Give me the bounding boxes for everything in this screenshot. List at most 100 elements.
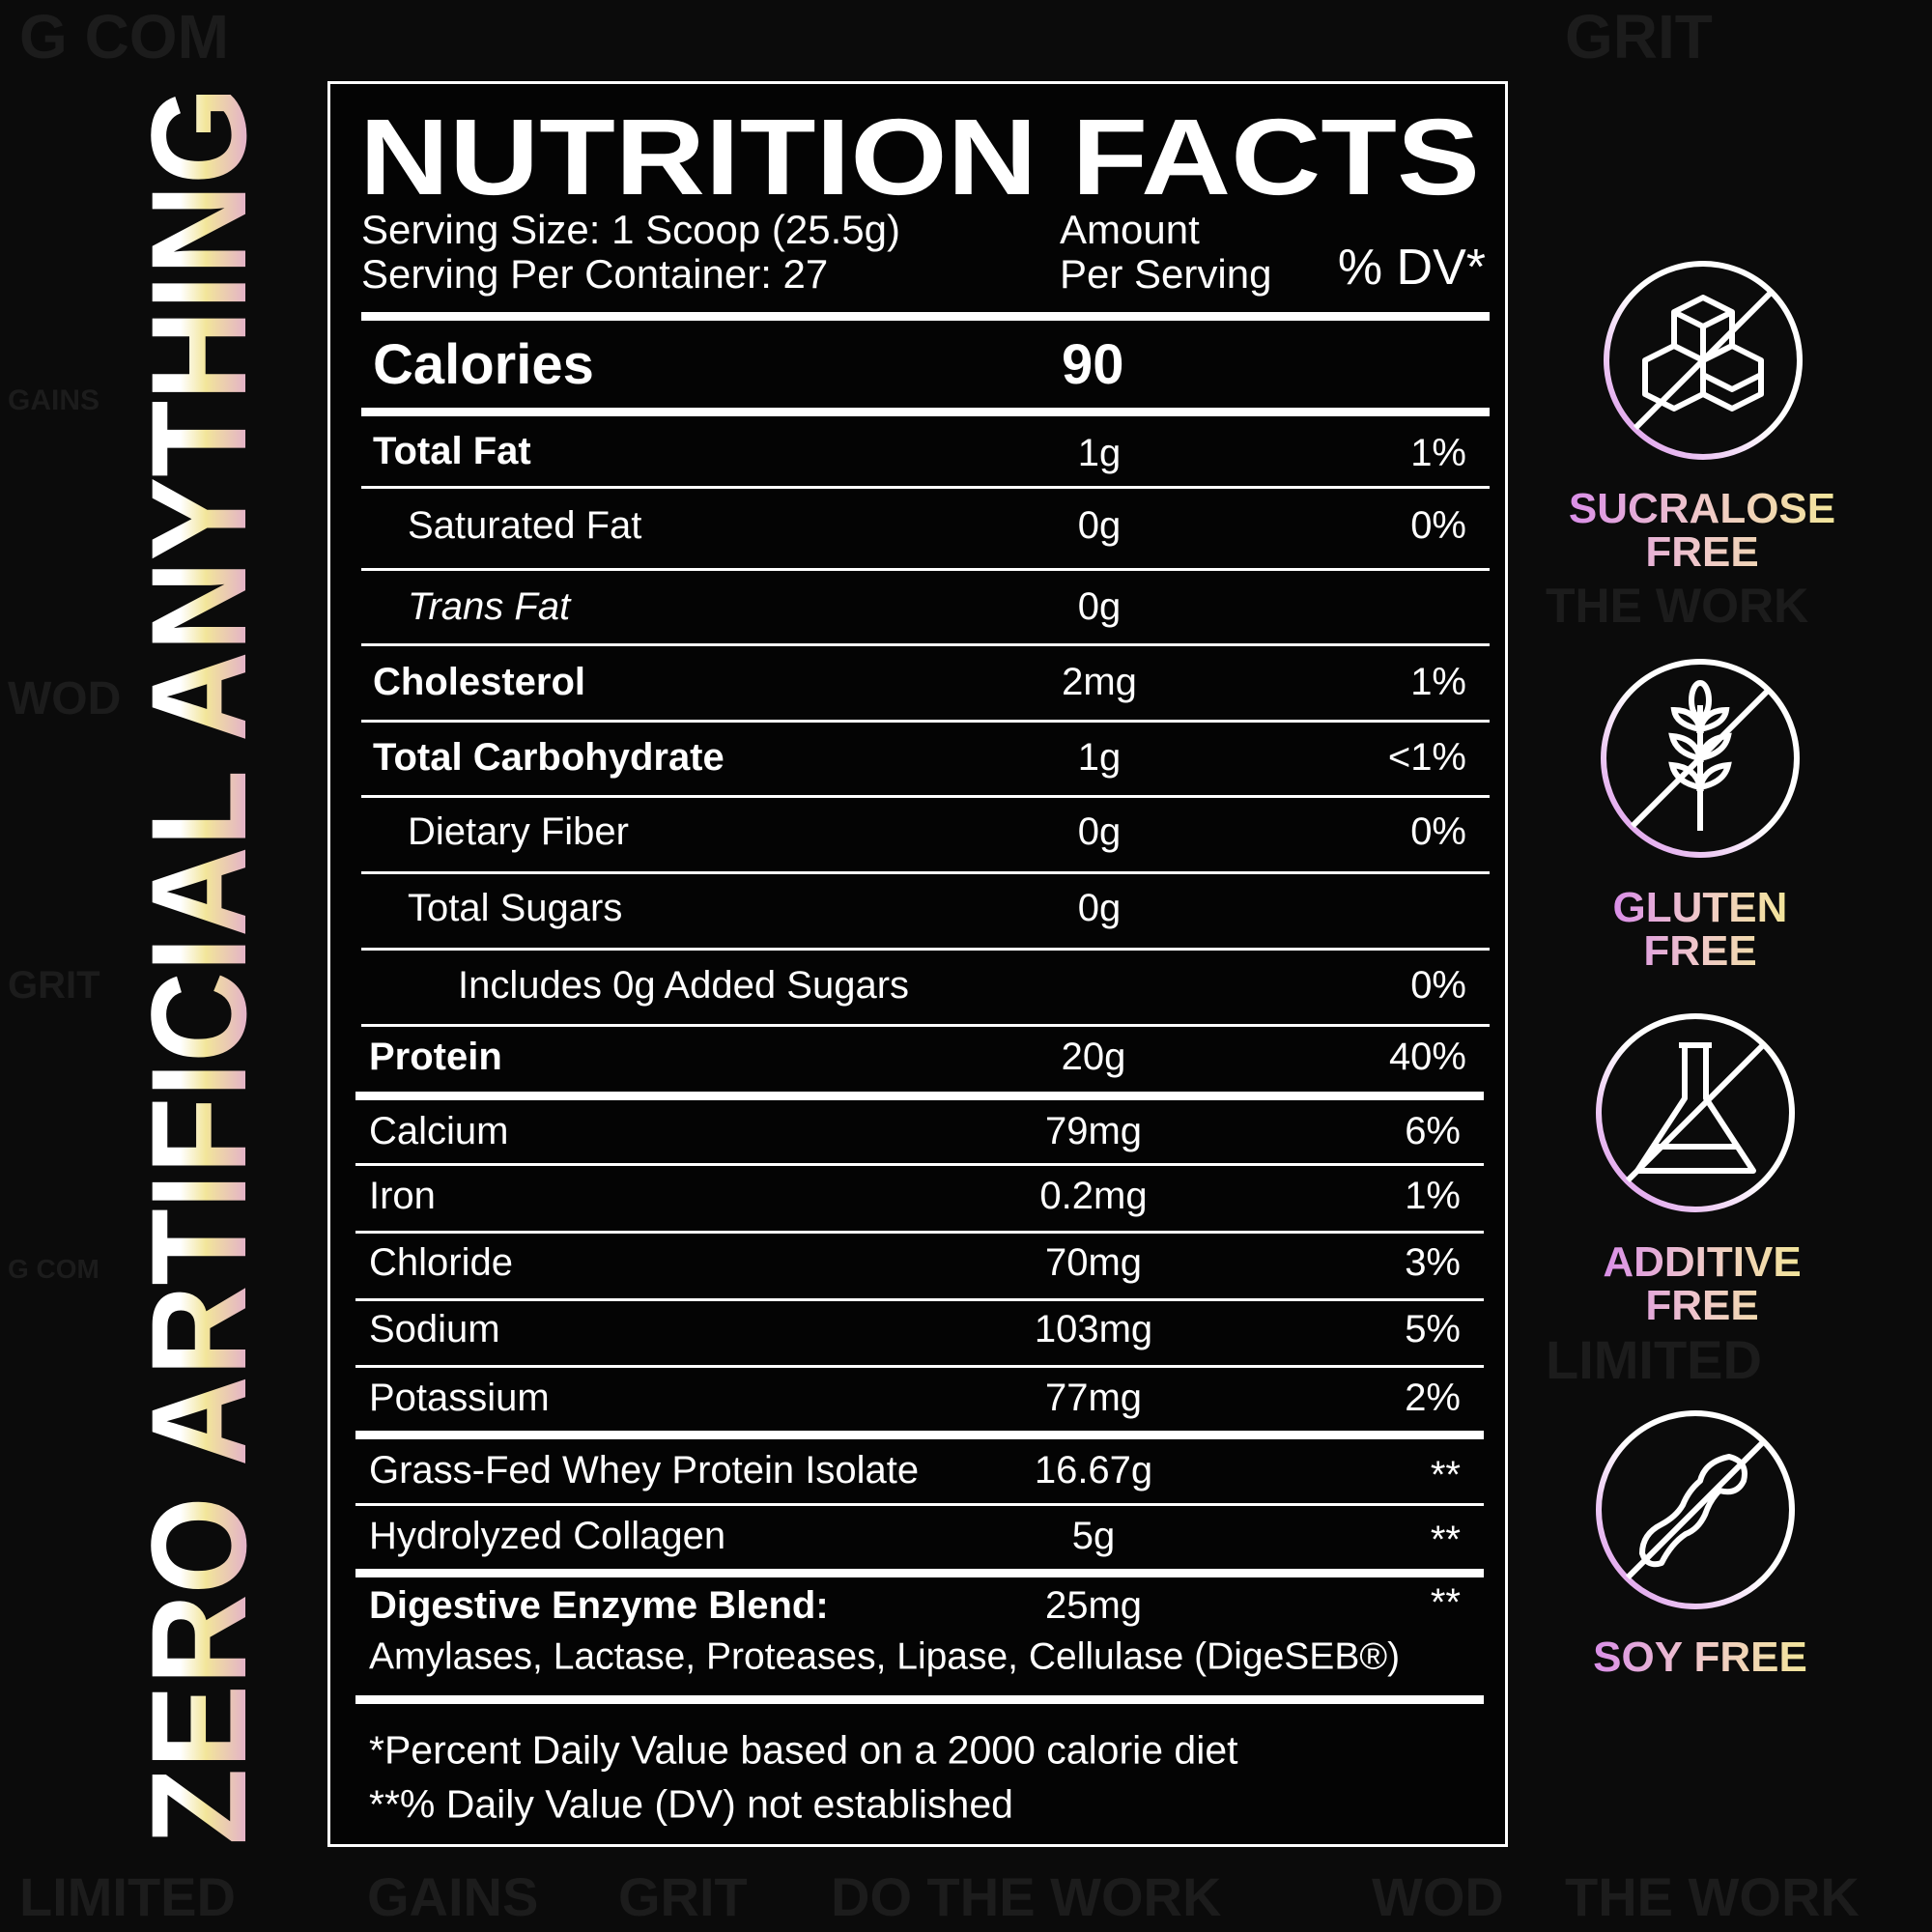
divider (361, 720, 1490, 723)
row-protein-amount: 20g (1061, 1036, 1126, 1078)
row-protein-label: Protein (369, 1036, 502, 1078)
row-collagen-label: Hydrolyzed Collagen (369, 1515, 726, 1557)
per-serving-header: Per Serving (1060, 251, 1272, 297)
row-chloride-label: Chloride (369, 1241, 513, 1284)
divider (355, 1231, 1484, 1234)
bg-word: DO THE WORK (831, 1866, 1222, 1927)
row-trans-fat-label: Trans Fat (408, 585, 571, 628)
row-calcium-label: Calcium (369, 1110, 509, 1152)
panel-title: NUTRITION FACTS (359, 98, 1480, 204)
row-enzyme-blend-amount: 25mg (1044, 1584, 1143, 1627)
badge-line: ADDITIVE (1603, 1238, 1802, 1286)
row-whey-isolate-dv: ** (1430, 1454, 1461, 1496)
row-total-fat-amount: 1g (1077, 432, 1122, 474)
bg-word: GRIT (1565, 2, 1713, 71)
badge-line: FREE (1645, 527, 1759, 576)
divider (355, 1092, 1484, 1100)
badge-additive-free: ADDITIVE FREE (1603, 1241, 1801, 1328)
badge-soy-free: SOY FREE (1593, 1636, 1807, 1680)
divider (361, 1024, 1490, 1027)
serving-size: Serving Size: 1 Scoop (25.5g) (361, 207, 900, 252)
row-saturated-fat-label: Saturated Fat (408, 504, 642, 547)
side-banner-text: ZERO ARTIFICIAL ANYTHING (135, 87, 261, 1845)
bg-word: GRIT (8, 964, 100, 1007)
badge-line: FREE (1645, 1281, 1759, 1329)
row-total-fat-dv: 1% (1410, 432, 1466, 474)
row-collagen-dv: ** (1430, 1519, 1461, 1561)
divider (361, 643, 1490, 646)
row-total-fat-label: Total Fat (373, 430, 531, 472)
badge-line: FREE (1643, 926, 1757, 975)
row-total-sugars-amount: 0g (1077, 887, 1122, 929)
no-soybean-icon (1596, 1410, 1795, 1609)
row-cholesterol-amount: 2mg (1062, 661, 1137, 703)
no-sugar-cubes-icon (1604, 261, 1803, 460)
bg-word: THE WORK (1565, 1866, 1860, 1927)
no-wheat-icon (1601, 659, 1800, 858)
divider (361, 568, 1490, 571)
bg-word: THE WORK (1546, 579, 1809, 633)
divider (361, 408, 1490, 416)
row-protein-dv: 40% (1388, 1036, 1466, 1078)
servings-per-container: Serving Per Container: 27 (361, 251, 829, 297)
divider (355, 1365, 1484, 1368)
bg-word: GAINS (367, 1866, 539, 1927)
divider (361, 795, 1490, 798)
row-dietary-fiber-amount: 0g (1077, 810, 1122, 853)
row-enzyme-blend-label: Digestive Enzyme Blend: (369, 1584, 829, 1627)
row-chloride-dv: 3% (1405, 1241, 1461, 1284)
divider (355, 1569, 1484, 1577)
badge-line: GLUTEN (1612, 884, 1788, 931)
row-total-carbohydrate-amount: 1g (1077, 736, 1122, 779)
no-flask-icon (1596, 1013, 1795, 1212)
bg-word: G COM (8, 1254, 99, 1284)
row-calcium-dv: 6% (1405, 1110, 1461, 1152)
row-calcium-amount: 79mg (1044, 1110, 1143, 1152)
row-collagen-amount: 5g (1071, 1515, 1116, 1557)
dv-header: % DV* (1337, 240, 1486, 296)
divider (355, 1503, 1484, 1506)
divider (361, 871, 1490, 874)
badge-sucralose-free: SUCRALOSE FREE (1569, 488, 1835, 575)
row-dietary-fiber-dv: 0% (1410, 810, 1466, 853)
badge-gluten-free: GLUTEN FREE (1613, 887, 1788, 974)
bg-word: LIMITED (1546, 1329, 1762, 1390)
side-banner: ZERO ARTIFICIAL ANYTHING (135, 87, 261, 1845)
bg-word: LIMITED (19, 1866, 236, 1927)
divider (355, 1695, 1484, 1704)
row-whey-isolate-amount: 16.67g (1034, 1449, 1153, 1492)
row-cholesterol-label: Cholesterol (373, 661, 586, 703)
divider (361, 486, 1490, 489)
nutrition-facts-panel: NUTRITION FACTS Serving Size: 1 Scoop (2… (327, 81, 1508, 1847)
panel-title-wrap: NUTRITION FACTS (359, 98, 1480, 204)
divider (355, 1163, 1484, 1166)
bg-word: WOD (1372, 1866, 1504, 1927)
row-total-carbohydrate-label: Total Carbohydrate (373, 736, 724, 779)
row-total-sugars-label: Total Sugars (408, 887, 623, 929)
row-potassium-label: Potassium (369, 1377, 550, 1419)
row-sodium-label: Sodium (369, 1308, 500, 1350)
row-saturated-fat-dv: 0% (1410, 504, 1466, 547)
row-cholesterol-dv: 1% (1410, 661, 1466, 703)
divider (355, 1431, 1484, 1439)
row-total-carbohydrate-dv: <1% (1387, 736, 1466, 779)
row-enzyme-blend-dv: ** (1430, 1581, 1461, 1624)
row-iron-amount: 0.2mg (1039, 1175, 1148, 1217)
calories-label: Calories (373, 333, 594, 396)
row-whey-isolate-label: Grass-Fed Whey Protein Isolate (369, 1449, 920, 1492)
row-added-sugars-label: Includes 0g Added Sugars (458, 964, 910, 1007)
enzyme-list: Amylases, Lactase, Proteases, Lipase, Ce… (369, 1635, 1401, 1678)
badge-line: SOY FREE (1593, 1634, 1807, 1681)
divider (355, 1298, 1484, 1301)
row-potassium-dv: 2% (1405, 1377, 1461, 1419)
divider (361, 948, 1490, 951)
divider (361, 312, 1490, 321)
calories-value: 90 (1062, 333, 1124, 396)
bg-word: G COM (19, 2, 229, 71)
bg-word: GRIT (618, 1866, 748, 1927)
row-saturated-fat-amount: 0g (1077, 504, 1122, 547)
row-dietary-fiber-label: Dietary Fiber (408, 810, 629, 853)
row-sodium-amount: 103mg (1034, 1308, 1153, 1350)
footnote-not-established: **% Daily Value (DV) not established (369, 1781, 1013, 1827)
footnote-dv: *Percent Daily Value based on a 2000 cal… (369, 1727, 1238, 1773)
